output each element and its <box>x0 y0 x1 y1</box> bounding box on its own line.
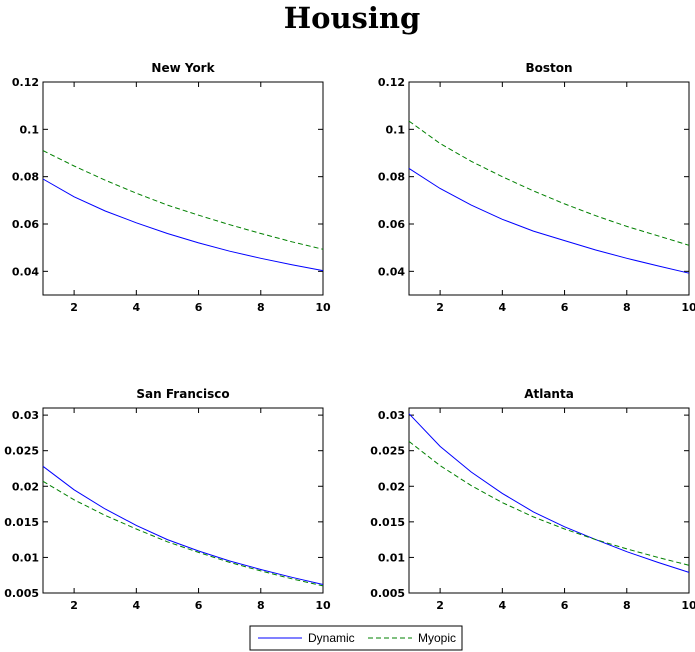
panel-title: New York <box>151 61 215 75</box>
y-tick-label: 0.12 <box>378 76 405 89</box>
series-line-myopic <box>408 120 690 246</box>
series-line-dynamic <box>408 413 690 573</box>
panel-boston: Boston 2 4 6 8 10 0.04 0.06 0.08 0.1 0.12 <box>378 61 695 314</box>
axes-frame <box>408 81 690 296</box>
y-tick-label: 0.08 <box>12 171 39 184</box>
x-tick-label: 10 <box>681 301 695 314</box>
x-tick-label: 4 <box>499 301 507 314</box>
y-tick-label: 0.1 <box>386 123 406 136</box>
legend-label-myopic: Myopic <box>418 631 456 645</box>
panel-new-york: New York 2 4 6 8 10 0.04 0.06 0.08 0.1 0.12 <box>12 61 331 314</box>
series-line-dynamic <box>408 167 690 274</box>
y-tick-label: 0.005 <box>370 587 405 600</box>
panel-san-francisco: San Francisco 2 4 6 8 10 0.005 0.01 0.015 0.02 0.0… <box>4 387 331 612</box>
y-tick-label: 0.015 <box>4 516 39 529</box>
x-tick-label: 8 <box>623 301 631 314</box>
legend-label-dynamic: Dynamic <box>308 631 355 645</box>
y-tick-label: 0.015 <box>370 516 405 529</box>
x-tick-label: 2 <box>436 301 444 314</box>
y-tick-label: 0.03 <box>378 409 405 422</box>
y-tick-label: 0.06 <box>378 218 405 231</box>
y-tick-label: 0.025 <box>370 445 405 458</box>
x-tick-label: 4 <box>499 599 507 612</box>
x-tick-label: 6 <box>561 301 569 314</box>
x-tick-label: 6 <box>561 599 569 612</box>
x-tick-label: 4 <box>133 301 141 314</box>
panel-title: Boston <box>525 61 572 75</box>
y-tick-label: 0.01 <box>378 551 405 564</box>
x-tick-label: 6 <box>195 301 203 314</box>
panel-atlanta: Atlanta 2 4 6 8 10 0.005 0.01 0.015 0.02 0.025 0.03 <box>370 387 695 612</box>
y-tick-label: 0.06 <box>12 218 39 231</box>
x-tick-label: 2 <box>70 599 78 612</box>
y-tick-label: 0.005 <box>4 587 39 600</box>
x-tick-label: 2 <box>70 301 78 314</box>
x-tick-label: 4 <box>133 599 141 612</box>
y-tick-label: 0.04 <box>378 265 405 278</box>
series-line-myopic <box>42 150 324 250</box>
y-tick-label: 0.12 <box>12 76 39 89</box>
axes-frame <box>42 81 324 296</box>
series-line-myopic <box>42 480 324 587</box>
panel-title: Atlanta <box>524 387 574 401</box>
figure-title: Housing <box>284 1 421 35</box>
x-tick-label: 10 <box>681 599 695 612</box>
y-tick-label: 0.03 <box>12 409 39 422</box>
x-tick-label: 6 <box>195 599 203 612</box>
x-tick-label: 8 <box>257 301 265 314</box>
y-tick-label: 0.025 <box>4 445 39 458</box>
series-line-myopic <box>408 441 690 566</box>
series-line-dynamic <box>42 178 324 272</box>
y-tick-label: 0.08 <box>378 171 405 184</box>
y-tick-label: 0.04 <box>12 265 39 278</box>
y-tick-label: 0.01 <box>12 551 39 564</box>
x-tick-label: 8 <box>257 599 265 612</box>
axes-frame <box>42 407 324 594</box>
y-tick-label: 0.1 <box>20 123 40 136</box>
x-tick-label: 10 <box>315 301 331 314</box>
y-tick-label: 0.02 <box>378 480 405 493</box>
series-line-dynamic <box>42 465 324 585</box>
legend: Dynamic Myopic <box>249 625 463 651</box>
axes-frame <box>408 407 690 594</box>
x-tick-label: 2 <box>436 599 444 612</box>
x-tick-label: 8 <box>623 599 631 612</box>
y-tick-label: 0.02 <box>12 480 39 493</box>
panel-title: San Francisco <box>136 387 229 401</box>
x-tick-label: 10 <box>315 599 331 612</box>
